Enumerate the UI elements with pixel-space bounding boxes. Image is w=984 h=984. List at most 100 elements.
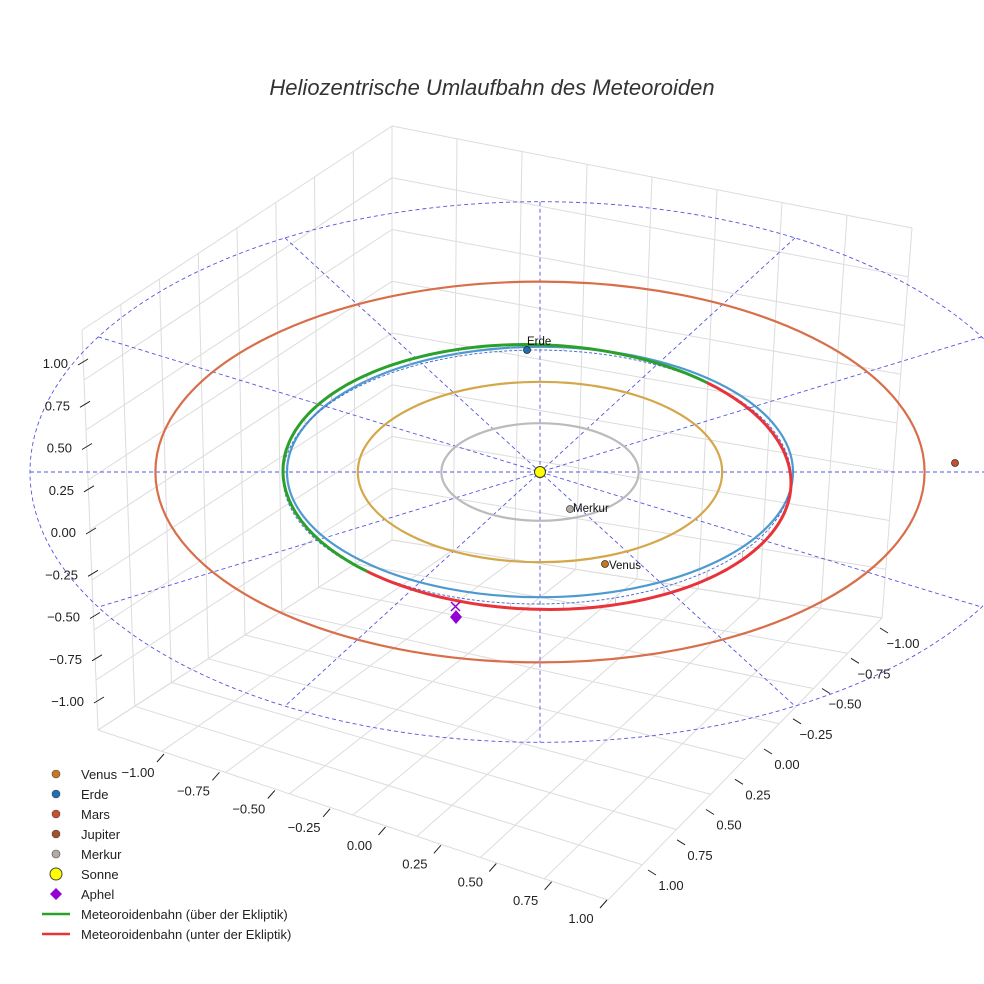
legend-label: Merkur (81, 847, 122, 862)
grid-line (318, 587, 814, 689)
grid-line (355, 563, 848, 654)
legend: Venus Erde Mars Jupiter Merkur Sonne Aphel Mete… (42, 767, 291, 942)
z-tick-label: 0.50 (47, 441, 72, 456)
x-tick-mark (322, 808, 331, 818)
grid-line (275, 202, 283, 612)
mercury-marker (566, 505, 574, 513)
y-tick-mark (763, 748, 773, 755)
z-tick-mark (85, 527, 97, 535)
y-tick-mark (850, 657, 860, 664)
bodies: Erde Merkur Venus (450, 336, 959, 624)
legend-item-merkur: Merkur (51, 847, 122, 862)
grid-line (97, 539, 393, 731)
legend-item-mars: Mars (51, 807, 110, 822)
legend-label: Mars (81, 807, 110, 822)
z-tick-mark (87, 569, 99, 577)
meteoroid-orbit-below (706, 381, 793, 484)
y-tick-mark (734, 778, 744, 785)
grid-line (607, 617, 883, 901)
x-tick-mark (544, 881, 552, 891)
z-tick-mark (79, 400, 91, 408)
y-tick-label: −1.00 (887, 636, 920, 651)
y-tick-mark (705, 809, 715, 815)
x-tick-mark (267, 790, 276, 799)
z-tick-label: 0.75 (45, 398, 70, 413)
z-tick-label: 0.25 (49, 483, 74, 498)
y-tick-label: 0.75 (687, 848, 712, 863)
meteoroid-orbit-below (366, 482, 793, 612)
y-tick-label: −0.50 (829, 697, 862, 712)
y-tick-label: 1.00 (658, 878, 683, 893)
legend-label: Erde (81, 787, 108, 802)
orbit-mars (154, 280, 926, 664)
grid-line (314, 176, 319, 588)
planet-orbits (154, 280, 926, 664)
meteoroid-orbit (281, 342, 793, 612)
grid (81, 125, 913, 901)
grid-line (416, 588, 699, 837)
legend-item-venus: Venus (51, 767, 118, 782)
z-tick-mark (77, 358, 89, 366)
sun-marker (534, 466, 546, 478)
earth-marker (523, 346, 531, 354)
y-tick-label: −0.75 (858, 666, 891, 681)
planet-label-merkur: Merkur (573, 503, 609, 515)
legend-item-meteoroidenbahn: Meteoroidenbahn (unter der Ekliptik) (42, 927, 291, 942)
grid-line (881, 227, 913, 619)
aphel-marker (450, 610, 462, 624)
legend-marker (50, 888, 62, 900)
x-tick-label: −1.00 (122, 765, 155, 780)
x-tick-label: 0.75 (513, 893, 538, 908)
y-tick-mark (879, 627, 889, 634)
legend-marker (51, 789, 61, 799)
grid-line (281, 610, 780, 725)
z-tick-mark (89, 612, 101, 619)
y-tick-mark (647, 869, 657, 876)
x-tick-label: −0.25 (288, 820, 321, 835)
z-tick-label: −0.50 (47, 610, 80, 625)
legend-item-erde: Erde (51, 787, 108, 802)
y-tick-label: 0.25 (745, 787, 770, 802)
legend-item-jupiter: Jupiter (51, 827, 121, 842)
z-tick-label: −1.00 (51, 694, 84, 709)
legend-label: Sonne (81, 867, 119, 882)
x-tick-label: −0.75 (177, 783, 210, 798)
x-tick-label: −0.50 (232, 802, 265, 817)
z-tick-mark (93, 696, 105, 704)
z-tick-label: −0.25 (45, 567, 78, 582)
x-tick-label: 1.00 (568, 911, 593, 926)
legend-item-aphel: Aphel (50, 887, 114, 902)
z-tick-label: 0.00 (51, 525, 76, 540)
x-tick-mark (488, 863, 497, 872)
y-tick-label: 0.50 (716, 818, 741, 833)
grid-line (543, 607, 822, 880)
planet-label-erde: Erde (527, 336, 551, 348)
chart-title: Heliozentrische Umlaufbahn des Meteoroid… (269, 75, 714, 100)
z-tick-mark (83, 485, 95, 493)
x-tick-label: 0.25 (402, 856, 427, 871)
grid-line (95, 487, 393, 681)
grid-line (391, 487, 886, 570)
x-tick-mark (433, 844, 442, 854)
x-tick-mark (212, 771, 220, 781)
orbit-erde (285, 345, 795, 599)
z-tick-label: 1.00 (43, 356, 68, 371)
grid-line (89, 332, 393, 531)
y-tick-mark (821, 688, 831, 694)
axis-ticks: 1.00 0.75 0.50 0.25 0.00 −0.25 −0.50 −0.75 −1.00… (43, 356, 920, 926)
legend-item-meteoroidenbahn: Meteoroidenbahn (über der Ekliptik) (42, 907, 288, 922)
z-tick-mark (91, 654, 103, 662)
x-tick-label: 0.00 (347, 838, 372, 853)
grid-line (391, 384, 894, 473)
grid-line (697, 189, 718, 589)
legend-label: Jupiter (81, 827, 121, 842)
mars-marker (951, 459, 959, 467)
legend-marker (51, 809, 61, 819)
legend-marker (51, 769, 61, 779)
aphel-projection-marker (450, 601, 461, 612)
grid-line (352, 578, 638, 816)
grid-line (93, 436, 393, 631)
y-tick-label: −0.25 (800, 727, 833, 742)
grid-line (820, 215, 848, 609)
grid-line (759, 202, 783, 599)
